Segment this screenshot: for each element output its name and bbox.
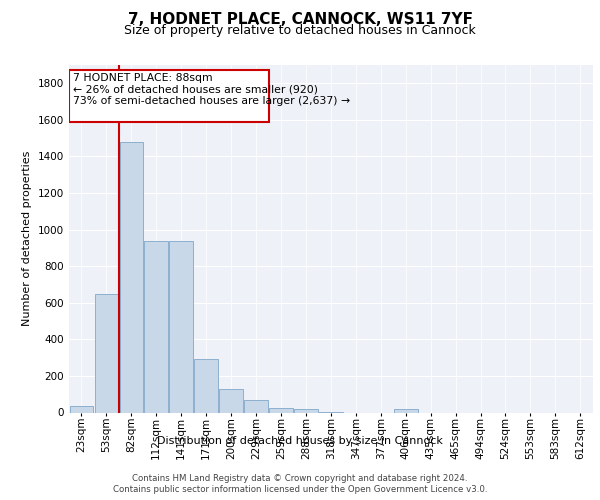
Bar: [219, 388, 243, 412]
Text: Distribution of detached houses by size in Cannock: Distribution of detached houses by size …: [157, 436, 443, 446]
Y-axis label: Number of detached properties: Number of detached properties: [22, 151, 32, 326]
Text: ← 26% of detached houses are smaller (920): ← 26% of detached houses are smaller (92…: [73, 84, 318, 94]
Bar: [394, 409, 418, 412]
Bar: [119, 142, 143, 412]
Text: Contains HM Land Registry data © Crown copyright and database right 2024.: Contains HM Land Registry data © Crown c…: [132, 474, 468, 483]
Text: Size of property relative to detached houses in Cannock: Size of property relative to detached ho…: [124, 24, 476, 37]
Bar: [70, 406, 94, 412]
Bar: [244, 400, 268, 412]
Text: Contains public sector information licensed under the Open Government Licence v3: Contains public sector information licen…: [113, 485, 487, 494]
Bar: [269, 408, 293, 412]
Bar: [95, 294, 118, 412]
Bar: [145, 240, 168, 412]
Text: 7, HODNET PLACE, CANNOCK, WS11 7YF: 7, HODNET PLACE, CANNOCK, WS11 7YF: [128, 12, 473, 28]
FancyBboxPatch shape: [70, 70, 269, 122]
Bar: [294, 409, 318, 412]
Bar: [194, 360, 218, 412]
Text: 73% of semi-detached houses are larger (2,637) →: 73% of semi-detached houses are larger (…: [73, 96, 350, 106]
Bar: [169, 240, 193, 412]
Text: 7 HODNET PLACE: 88sqm: 7 HODNET PLACE: 88sqm: [73, 73, 213, 83]
